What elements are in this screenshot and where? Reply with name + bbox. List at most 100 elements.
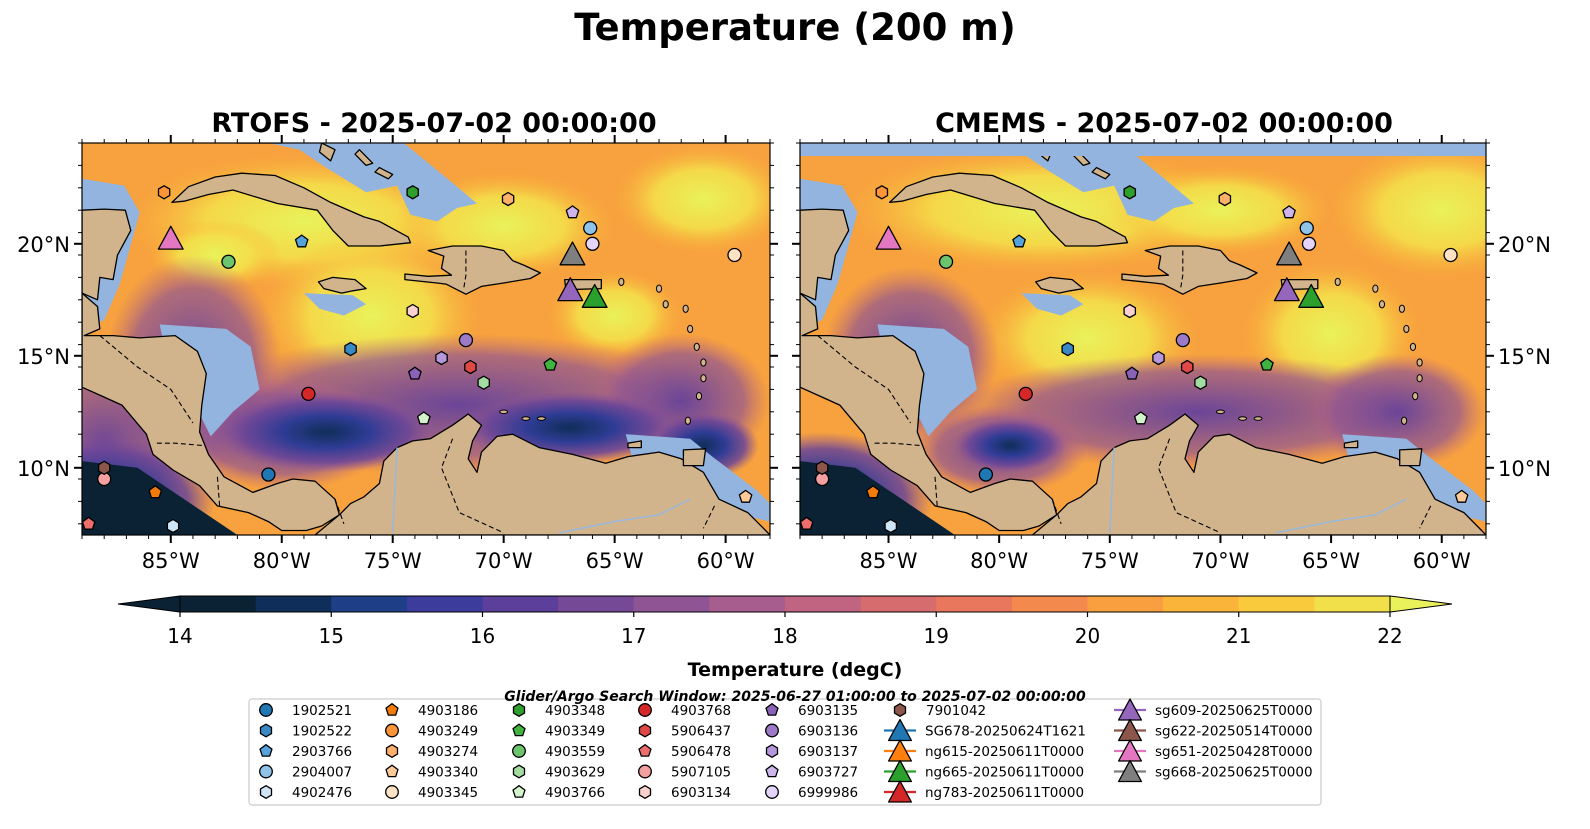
colorbar-bin — [406, 596, 484, 612]
colorbar-tick-label: 22 — [1377, 624, 1402, 648]
legend: 1902521 1902522 2903766 2904007 4902476 49031… — [248, 698, 1322, 806]
land-southam — [314, 413, 770, 535]
obs-sg668-20250625T0000 — [1276, 241, 1303, 266]
lon-tick-label: 65°W — [586, 549, 644, 573]
land-trinidad — [1399, 448, 1423, 467]
obs-ng665-20250611T0000 — [581, 283, 608, 308]
obs-1902522 — [344, 341, 357, 357]
shelf-jambank — [303, 293, 367, 316]
obs-1902521 — [978, 467, 994, 482]
obs-22228 — [875, 185, 889, 200]
colorbar-tick-label: 20 — [1075, 624, 1100, 648]
obs-4903559 — [221, 254, 236, 269]
legend-label: 6903727 — [798, 765, 858, 781]
legend-label: 4903274 — [418, 744, 478, 760]
obs-4903186 — [866, 485, 880, 499]
colorbar-label: Temperature (degC) — [687, 659, 903, 681]
obs-5906478 — [82, 516, 96, 530]
legend-label: sg668-20250625T0000 — [1155, 765, 1313, 781]
obs-sg651-20250428T0000 — [157, 225, 184, 250]
obs-4903629 — [1194, 375, 1207, 390]
land-jamaica — [317, 276, 367, 294]
shelf-mosquito — [159, 324, 260, 437]
legend-label: ng783-20250611T0000 — [925, 785, 1084, 801]
obs-4903340 — [1454, 489, 1469, 503]
colorbar-bin — [633, 596, 710, 612]
obs-4902476 — [884, 518, 898, 534]
obs-6903727 — [1282, 205, 1296, 219]
legend-marker-5907105 — [638, 764, 652, 779]
obs-4903766 — [1133, 411, 1148, 425]
colorbar-bin — [331, 596, 408, 612]
land-margarita — [627, 440, 642, 449]
legend-label: sg622-20250514T0000 — [1155, 724, 1313, 740]
legend-label: sg609-20250625T0000 — [1155, 703, 1313, 719]
lon-tick-label: 85°W — [142, 549, 200, 573]
obs-4903559 — [938, 254, 954, 269]
obs-5906478 — [800, 516, 814, 530]
legend-marker-6903137 — [765, 744, 779, 758]
legend-label: 2904007 — [292, 765, 352, 781]
lat-tick-label: 15°N — [17, 345, 70, 369]
observation-markers — [800, 185, 1469, 534]
obs-4902476 — [166, 518, 180, 534]
legend-label: 4903766 — [545, 785, 605, 801]
obs-2904007 — [1299, 220, 1314, 236]
shelf-mosquito — [877, 324, 977, 437]
obs-6903136 — [1175, 332, 1190, 348]
legend-marker-6999986 — [765, 785, 779, 799]
lon-tick-label: 80°W — [970, 549, 1028, 573]
obs-4903768 — [301, 386, 316, 402]
obs-4903345 — [727, 247, 742, 263]
obs-6903137 — [1152, 350, 1165, 366]
colorbar-bin — [255, 596, 332, 612]
colorbar-tick-label: 19 — [924, 624, 949, 648]
panel-title-cmems: CMEMS - 2025-07-02 00:00:00 — [935, 108, 1393, 139]
obs-22228 — [157, 185, 171, 200]
obs-4903348 — [406, 185, 419, 200]
colorbar-bin — [1238, 596, 1315, 612]
colorbar-bin — [1163, 596, 1240, 612]
lat-tick-label: 20°N — [1498, 233, 1551, 257]
legend-marker-4903766 — [512, 785, 526, 798]
colorbar-bin — [180, 596, 257, 612]
land-yucatan — [800, 208, 850, 301]
legend-marker-4903768 — [638, 703, 652, 717]
land-bahamas3 — [1091, 166, 1111, 180]
legend-marker-4903274 — [385, 744, 399, 758]
shelf-jambank — [1021, 293, 1084, 316]
legend-marker-1902521 — [259, 703, 273, 717]
obs-6903135 — [408, 366, 422, 380]
obs-5906437 — [464, 359, 477, 375]
obs-6999986 — [585, 236, 600, 251]
lon-tick-label: 80°W — [253, 549, 311, 573]
legend-label: 4903186 — [418, 703, 478, 719]
legend-marker-4903186 — [385, 703, 399, 716]
obs-sg668-20250625T0000 — [559, 241, 586, 266]
colorbar-bin — [785, 596, 862, 612]
map-panel-rtofs: 85°W 80°W 75°W 70°W 65°W 60°W 20°N 15°N 10°N — [17, 135, 778, 573]
colorbar-bin — [1087, 596, 1164, 612]
legend-label: 4903340 — [418, 765, 478, 781]
panel-title-rtofs: RTOFS - 2025-07-02 00:00:00 — [211, 108, 657, 139]
lat-tick-label: 15°N — [1498, 345, 1551, 369]
obs-6999986 — [1301, 236, 1317, 251]
obs-4903349 — [543, 357, 558, 371]
map-panel-cmems: 85°W 80°W 75°W 70°W 65°W 60°W 20°N 15°N 10°N — [792, 135, 1551, 573]
legend-label: 7901042 — [926, 703, 986, 719]
legend-label: 4903768 — [671, 703, 731, 719]
obs-6903134 — [406, 303, 419, 319]
lon-tick-label: 75°W — [1081, 549, 1139, 573]
obs-1902521 — [261, 467, 276, 482]
obs-7901042 — [815, 460, 829, 475]
obs-6903136 — [458, 332, 474, 348]
lon-tick-label: 85°W — [860, 549, 918, 573]
legend-label: 1902521 — [292, 703, 352, 719]
colorbar-bin — [1011, 596, 1089, 612]
land-margarita — [1343, 440, 1359, 449]
lon-tick-label: 70°W — [475, 549, 533, 573]
legend-marker-ng783-20250611T0000 — [887, 780, 913, 803]
legend-marker-4903559 — [512, 744, 526, 758]
shelf-bahamabank — [268, 143, 477, 222]
legend-label: ng615-20250611T0000 — [925, 744, 1084, 760]
